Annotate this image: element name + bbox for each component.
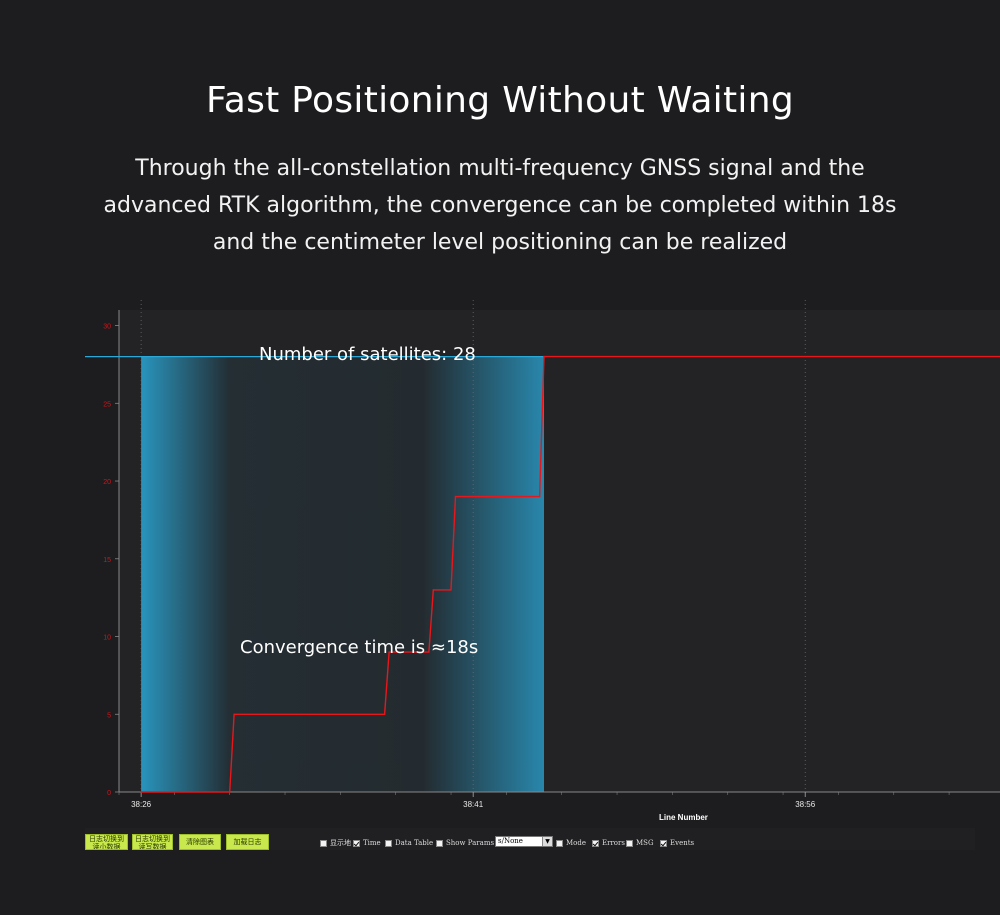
checkbox-show-map[interactable]: 显示地 (320, 838, 351, 848)
checkbox-mode[interactable]: Mode (556, 838, 586, 848)
series-point (543, 356, 545, 358)
checkbox-box[interactable] (320, 839, 327, 847)
checkbox-label: Mode (566, 839, 587, 847)
clear-chart-button[interactable]: 清除图表 (179, 834, 221, 850)
series-point (428, 651, 430, 653)
convergence-highlight (141, 356, 545, 792)
y-tick-label: 20 (103, 479, 111, 486)
subtitle-line-2: advanced RTK algorithm, the convergence … (103, 193, 897, 218)
checkbox-label: Data Table (395, 839, 434, 847)
x-axis-label: Line Number (659, 813, 708, 822)
switch-log-small-button[interactable]: 日志切换到 读小数据 (85, 834, 128, 850)
series-point (229, 791, 231, 793)
checkbox-label: 显示地 (330, 839, 351, 847)
y-tick-label: 30 (103, 324, 111, 331)
series-point (384, 713, 386, 715)
checkbox-events[interactable]: Events (660, 838, 694, 848)
x-tick-label: 38:26 (131, 800, 152, 809)
checkbox-box[interactable] (660, 839, 667, 847)
y-tick-label: 0 (107, 790, 111, 797)
satellites-annotation: Number of satellites: 28 (259, 344, 476, 365)
series-point (450, 589, 452, 591)
y-tick-label: 15 (103, 557, 111, 564)
series-line (141, 355, 1000, 793)
checkbox-box[interactable] (436, 839, 443, 847)
checkbox-label: Events (670, 839, 695, 847)
y-tick-label: 10 (103, 635, 111, 642)
series-point (233, 713, 235, 715)
y-tick-label: 25 (103, 401, 111, 408)
chevron-down-icon[interactable]: ▼ (542, 837, 552, 846)
checkbox-box[interactable] (592, 839, 599, 847)
checkbox-box[interactable] (556, 839, 563, 847)
x-tick-label: 38:56 (795, 800, 816, 809)
switch-log-rw-button[interactable]: 日志切换到 读写数据 (132, 834, 173, 850)
series-point (538, 495, 541, 498)
headline: Fast Positioning Without Waiting (206, 80, 794, 121)
checkbox-box[interactable] (385, 839, 392, 847)
chart-panel: 0 5 10 15 20 25 30 38:26 38:41 38:56 Line Number N… (85, 280, 1000, 850)
load-log-button[interactable]: 加载日志 (226, 834, 269, 850)
param-select[interactable]: s/None ▼ (495, 836, 553, 847)
series-point (140, 791, 142, 793)
checkbox-label: Show Params (446, 839, 495, 847)
series-point (432, 589, 434, 591)
log-toolbar: 日志切换到 读小数据 日志切换到 读写数据 清除图表 加载日志 显示地 Time… (85, 828, 975, 850)
x-tick-label: 38:41 (463, 800, 484, 809)
checkbox-box[interactable] (353, 839, 360, 847)
subtitle-line-3: and the centimeter level positioning can… (212, 230, 788, 255)
convergence-annotation: Convergence time is ≈18s (240, 637, 479, 658)
checkbox-errors[interactable]: Errors (592, 838, 625, 848)
y-tick-label: 5 (107, 712, 111, 719)
subtitle-line-1: Through the all-constellation multi-freq… (135, 156, 865, 181)
checkbox-label: Errors (602, 839, 625, 847)
checkbox-label: MSG (636, 839, 654, 847)
checkbox-data-table[interactable]: Data Table (385, 838, 433, 848)
subtitle: Through the all-constellation multi-freq… (80, 150, 920, 261)
param-select-value: s/None (498, 837, 523, 845)
checkbox-show-params[interactable]: Show Params (436, 838, 494, 848)
checkbox-box[interactable] (626, 839, 633, 847)
series-point (388, 651, 390, 653)
convergence-chart: 0 5 10 15 20 25 30 38:26 38:41 38:56 Line Number (85, 300, 1000, 822)
checkbox-label: Time (363, 839, 381, 847)
checkbox-time[interactable]: Time (353, 838, 381, 848)
series-point (454, 495, 457, 498)
checkbox-msg[interactable]: MSG (626, 838, 654, 848)
